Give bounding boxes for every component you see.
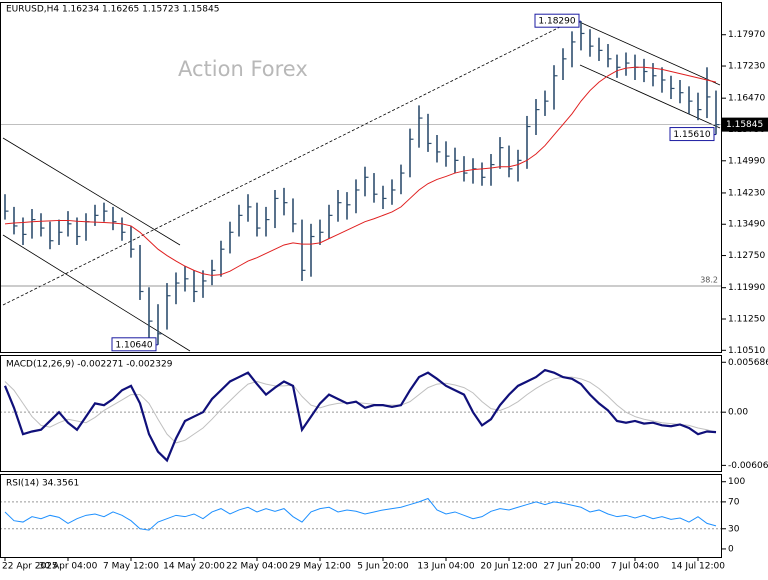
x-tick-label: 13 Jun 04:00 [417, 562, 474, 572]
indicator-title: MACD(12,26,9) -0.002271 -0.002329 [6, 360, 173, 370]
panel-frame [0, 474, 722, 558]
indicator-line [3, 368, 717, 463]
annotation-label: 1.15610 [673, 130, 710, 140]
x-tick-label: 27 Jun 20:00 [543, 562, 600, 572]
moving-average [4, 66, 717, 276]
last-price-label: 1.15845 [726, 120, 763, 130]
x-tick-label: 22 May 04:00 [226, 562, 288, 572]
x-tick-label: 30 Apr 04:00 [39, 562, 98, 572]
channel-line [2, 234, 191, 352]
annotation-label: 1.10640 [115, 340, 152, 350]
y-tick-label: 1.17230 [728, 62, 765, 72]
trend-lines [0, 19, 722, 530]
indicator-title: RSI(14) 34.3561 [6, 479, 79, 489]
indicator-line [4, 497, 717, 531]
x-tick-label: 14 May 20:00 [163, 562, 225, 572]
last-price-tag [722, 117, 768, 132]
y-tick-label: 1.14990 [728, 156, 765, 166]
x-tick-label: 20 Jun 12:00 [480, 562, 537, 572]
x-tick-label: 7 Jul 04:00 [611, 562, 660, 572]
y-tick-label: 0 [728, 544, 734, 554]
channel-line [574, 19, 721, 86]
fib-label: 38.2 [700, 276, 718, 285]
trend-line [2, 21, 571, 306]
y-tick-label: 0.005686 [728, 358, 768, 368]
y-tick-label: 1.10510 [728, 346, 765, 356]
y-tick-label: 1.17970 [728, 30, 765, 40]
panel-frame [0, 355, 722, 472]
channel-line [579, 64, 721, 129]
indicator-line [4, 376, 717, 444]
y-tick-label: 1.14230 [728, 188, 765, 198]
x-tick-label: 14 Jul 12:00 [671, 562, 725, 572]
y-tick-label: 100 [728, 477, 745, 487]
x-tick-label: 29 May 12:00 [289, 562, 351, 572]
x-tick-label: 22 Apr 2025 [2, 562, 58, 572]
channel-line [2, 137, 181, 246]
y-tick-label: 1.11250 [728, 315, 765, 325]
y-tick-label: 1.16470 [728, 94, 765, 104]
y-tick-label: 30 [728, 524, 740, 534]
y-tick-label: -0.00606 [728, 461, 768, 471]
y-tick-label: 70 [728, 497, 740, 507]
watermark: Action Forex [178, 57, 308, 81]
chart-title: EURUSD,H4 1.16234 1.16265 1.15723 1.1584… [6, 5, 219, 15]
panel-frame [0, 2, 722, 353]
y-tick-label: 1.11990 [728, 283, 765, 293]
annotation-label: 1.18290 [538, 17, 575, 27]
y-tick-label: 0.00 [728, 408, 748, 418]
x-tick-label: 7 May 12:00 [103, 562, 159, 572]
y-tick-label: 1.12750 [728, 251, 765, 261]
x-tick-label: 5 Jun 20:00 [357, 562, 409, 572]
y-tick-label: 1.13490 [728, 220, 765, 230]
